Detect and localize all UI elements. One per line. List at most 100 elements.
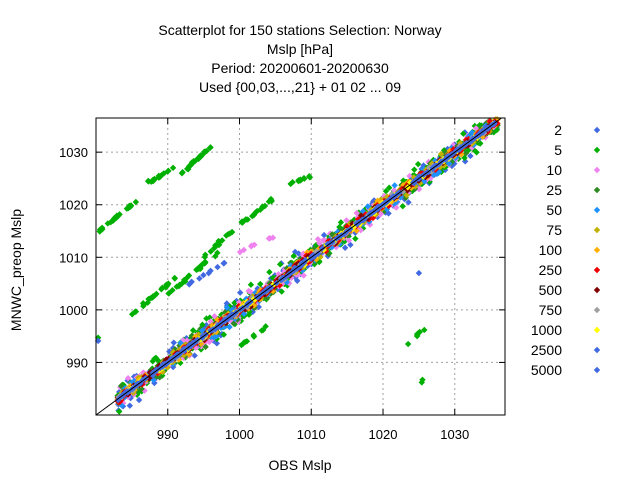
scatter-point	[198, 261, 206, 268]
scatter-point	[375, 203, 382, 210]
scatter-point	[250, 332, 257, 339]
x-tick-label: 1020	[369, 427, 398, 442]
scatter-point	[250, 211, 258, 219]
scatter-point	[445, 160, 453, 167]
chart-title: Scatterplot for 150 stations Selection: …	[158, 22, 441, 95]
scatter-point	[188, 278, 195, 285]
x-tick-label: 1010	[297, 427, 326, 442]
scatter-point	[189, 327, 197, 334]
scatter-point	[399, 202, 406, 210]
scatter-point	[374, 197, 381, 204]
legend-marker	[593, 166, 601, 174]
scatter-point	[391, 182, 398, 189]
scatter-point	[414, 330, 421, 338]
y-tick-label: 1020	[59, 198, 88, 213]
scatter-point	[114, 396, 122, 404]
scatter-point	[467, 152, 474, 160]
scatter-point	[247, 281, 255, 288]
legend-label: 2	[554, 122, 562, 138]
scatter-point	[190, 158, 197, 165]
scatter-point	[248, 243, 255, 250]
scatter-point	[265, 235, 273, 242]
legend-label: 75	[546, 222, 562, 238]
scatter-point	[226, 323, 233, 331]
scatter-point	[158, 286, 165, 293]
scatter-point	[316, 239, 323, 247]
scatter-point	[266, 268, 273, 276]
scatter-point	[197, 336, 204, 343]
scatter-point	[214, 249, 221, 257]
scatter-point	[300, 174, 308, 182]
scatter-point	[149, 358, 156, 365]
scatter-point	[135, 396, 143, 404]
scatter-point	[214, 263, 221, 271]
plot-frame	[95, 117, 506, 416]
legend-marker	[593, 186, 601, 194]
scatter-point	[254, 207, 261, 215]
scatter-point	[295, 178, 302, 185]
scatter-points	[94, 116, 501, 415]
scatter-point	[240, 246, 248, 254]
legend-label: 50	[546, 202, 562, 218]
scatter-point	[115, 408, 123, 415]
scatter-point	[251, 241, 258, 248]
scatter-point	[193, 266, 200, 273]
legend-marker	[593, 346, 601, 354]
scatter-point	[185, 350, 193, 358]
legend-marker	[593, 286, 601, 294]
scatter-point	[171, 274, 178, 282]
x-axis-label: OBS Mslp	[268, 457, 331, 473]
scatter-point	[345, 237, 353, 244]
title-line-3: Period: 20200601-20200630	[211, 60, 389, 76]
legend-label: 2500	[531, 342, 562, 358]
scatter-point	[218, 237, 226, 244]
scatter-point	[325, 250, 332, 258]
scatter-point	[170, 339, 177, 346]
scatter-point	[472, 125, 480, 132]
scatter-point	[306, 174, 314, 181]
scatter-point	[158, 171, 166, 178]
scatter-point	[411, 166, 418, 173]
scatter-point	[169, 164, 177, 172]
scatter-point	[245, 311, 253, 318]
scatter-point	[428, 160, 436, 167]
legend-label: 5	[554, 142, 562, 158]
scatter-point	[411, 179, 418, 187]
scatter-point	[223, 304, 231, 311]
scatter-point	[311, 253, 318, 260]
legend-marker	[593, 146, 601, 154]
scatter-point	[486, 117, 494, 125]
scatter-point	[468, 129, 476, 136]
scatter-point	[415, 185, 423, 193]
scatter-point	[302, 257, 309, 264]
scatter-point	[117, 382, 125, 390]
scatter-point	[460, 130, 467, 137]
scatter-point	[314, 250, 322, 258]
legend-marker	[593, 266, 601, 274]
scatter-point	[315, 245, 322, 253]
scatter-point	[126, 402, 134, 409]
scatter-point	[421, 326, 428, 334]
scatter-point	[180, 278, 188, 285]
scatter-point	[163, 282, 171, 289]
scatter-point	[259, 326, 267, 334]
scatter-point	[267, 195, 275, 203]
scatter-point	[185, 272, 193, 279]
legend-label: 750	[539, 302, 563, 318]
legend-marker	[593, 246, 601, 254]
scatter-point	[300, 272, 307, 279]
scatter-point	[360, 216, 367, 224]
title-line-2: Mslp [hPa]	[267, 41, 333, 57]
scatter-point	[290, 252, 297, 260]
scatter-point	[99, 226, 106, 233]
scatter-point	[397, 194, 404, 201]
legend-marker	[593, 226, 601, 234]
scatter-point	[185, 165, 192, 173]
scatter-point	[140, 302, 147, 310]
scatter-point	[405, 199, 412, 206]
scatter-point	[220, 331, 228, 338]
scatter-point	[104, 220, 112, 227]
reference-line-y-equals-x	[95, 117, 502, 416]
scatter-point	[155, 357, 162, 364]
